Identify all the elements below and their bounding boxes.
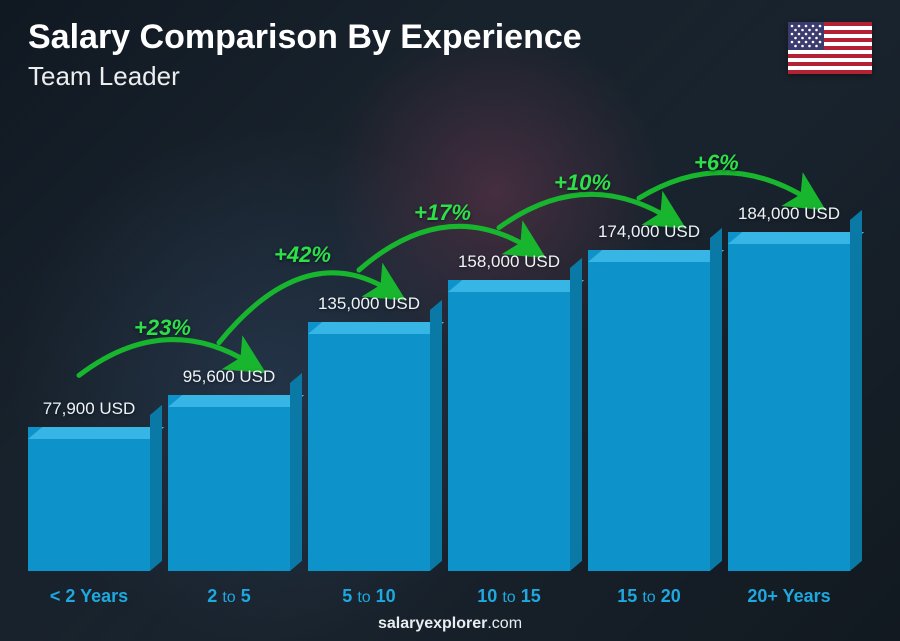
bar-top bbox=[728, 232, 864, 244]
x-axis-label: < 2 Years bbox=[28, 586, 150, 607]
bar-front bbox=[728, 232, 850, 571]
bar bbox=[448, 280, 570, 571]
footer-domain: .com bbox=[487, 615, 522, 632]
x-axis-label: 20+ Years bbox=[728, 586, 850, 607]
page-title: Salary Comparison By Experience bbox=[28, 18, 582, 57]
x-axis-label: 15 to 20 bbox=[588, 586, 710, 607]
increase-label: +10% bbox=[554, 170, 611, 196]
x-axis-label: 5 to 10 bbox=[308, 586, 430, 607]
bar-side bbox=[850, 210, 862, 571]
bar-front bbox=[308, 322, 430, 571]
footer-brand: salaryexplorer bbox=[378, 615, 487, 632]
bar-value-label: 77,900 USD bbox=[43, 399, 136, 419]
bar bbox=[728, 232, 850, 571]
bar-side bbox=[430, 300, 442, 571]
x-axis: < 2 Years 2 to 5 5 to 10 10 to 15 15 to 20 20… bbox=[28, 586, 850, 607]
footer-attribution: salaryexplorer.com bbox=[0, 615, 900, 633]
salary-chart: 77,900 USD 95,600 USD 135,000 USD 158,000 U… bbox=[28, 110, 850, 571]
increase-label: +23% bbox=[134, 315, 191, 341]
bar-side bbox=[710, 228, 722, 571]
increase-label: +42% bbox=[274, 242, 331, 268]
bar-top bbox=[28, 427, 164, 439]
bar-value-label: 95,600 USD bbox=[183, 367, 276, 387]
bar bbox=[168, 395, 290, 571]
bar-value-label: 135,000 USD bbox=[318, 294, 420, 314]
bar-slot: 77,900 USD bbox=[28, 110, 150, 571]
bar-top bbox=[448, 280, 584, 292]
bar-side bbox=[150, 405, 162, 571]
bar-side bbox=[570, 258, 582, 571]
x-axis-label: 10 to 15 bbox=[448, 586, 570, 607]
us-flag-icon bbox=[788, 22, 872, 74]
title-block: Salary Comparison By Experience Team Lea… bbox=[28, 18, 582, 92]
bar-top bbox=[168, 395, 304, 407]
increase-label: +6% bbox=[694, 150, 739, 176]
bar bbox=[308, 322, 430, 571]
bar-front bbox=[28, 427, 150, 571]
bar-front bbox=[448, 280, 570, 571]
x-axis-label: 2 to 5 bbox=[168, 586, 290, 607]
bar bbox=[28, 427, 150, 571]
bar-slot: 135,000 USD bbox=[308, 110, 430, 571]
bar-top bbox=[308, 322, 444, 334]
bar bbox=[588, 250, 710, 571]
bar-value-label: 184,000 USD bbox=[738, 204, 840, 224]
bar-front bbox=[588, 250, 710, 571]
page-subtitle: Team Leader bbox=[28, 61, 582, 92]
bar-front bbox=[168, 395, 290, 571]
bar-top bbox=[588, 250, 724, 262]
bar-value-label: 158,000 USD bbox=[458, 252, 560, 272]
bar-value-label: 174,000 USD bbox=[598, 222, 700, 242]
bar-slot: 158,000 USD bbox=[448, 110, 570, 571]
increase-label: +17% bbox=[414, 200, 471, 226]
bar-slot: 184,000 USD bbox=[728, 110, 850, 571]
bar-side bbox=[290, 373, 302, 571]
